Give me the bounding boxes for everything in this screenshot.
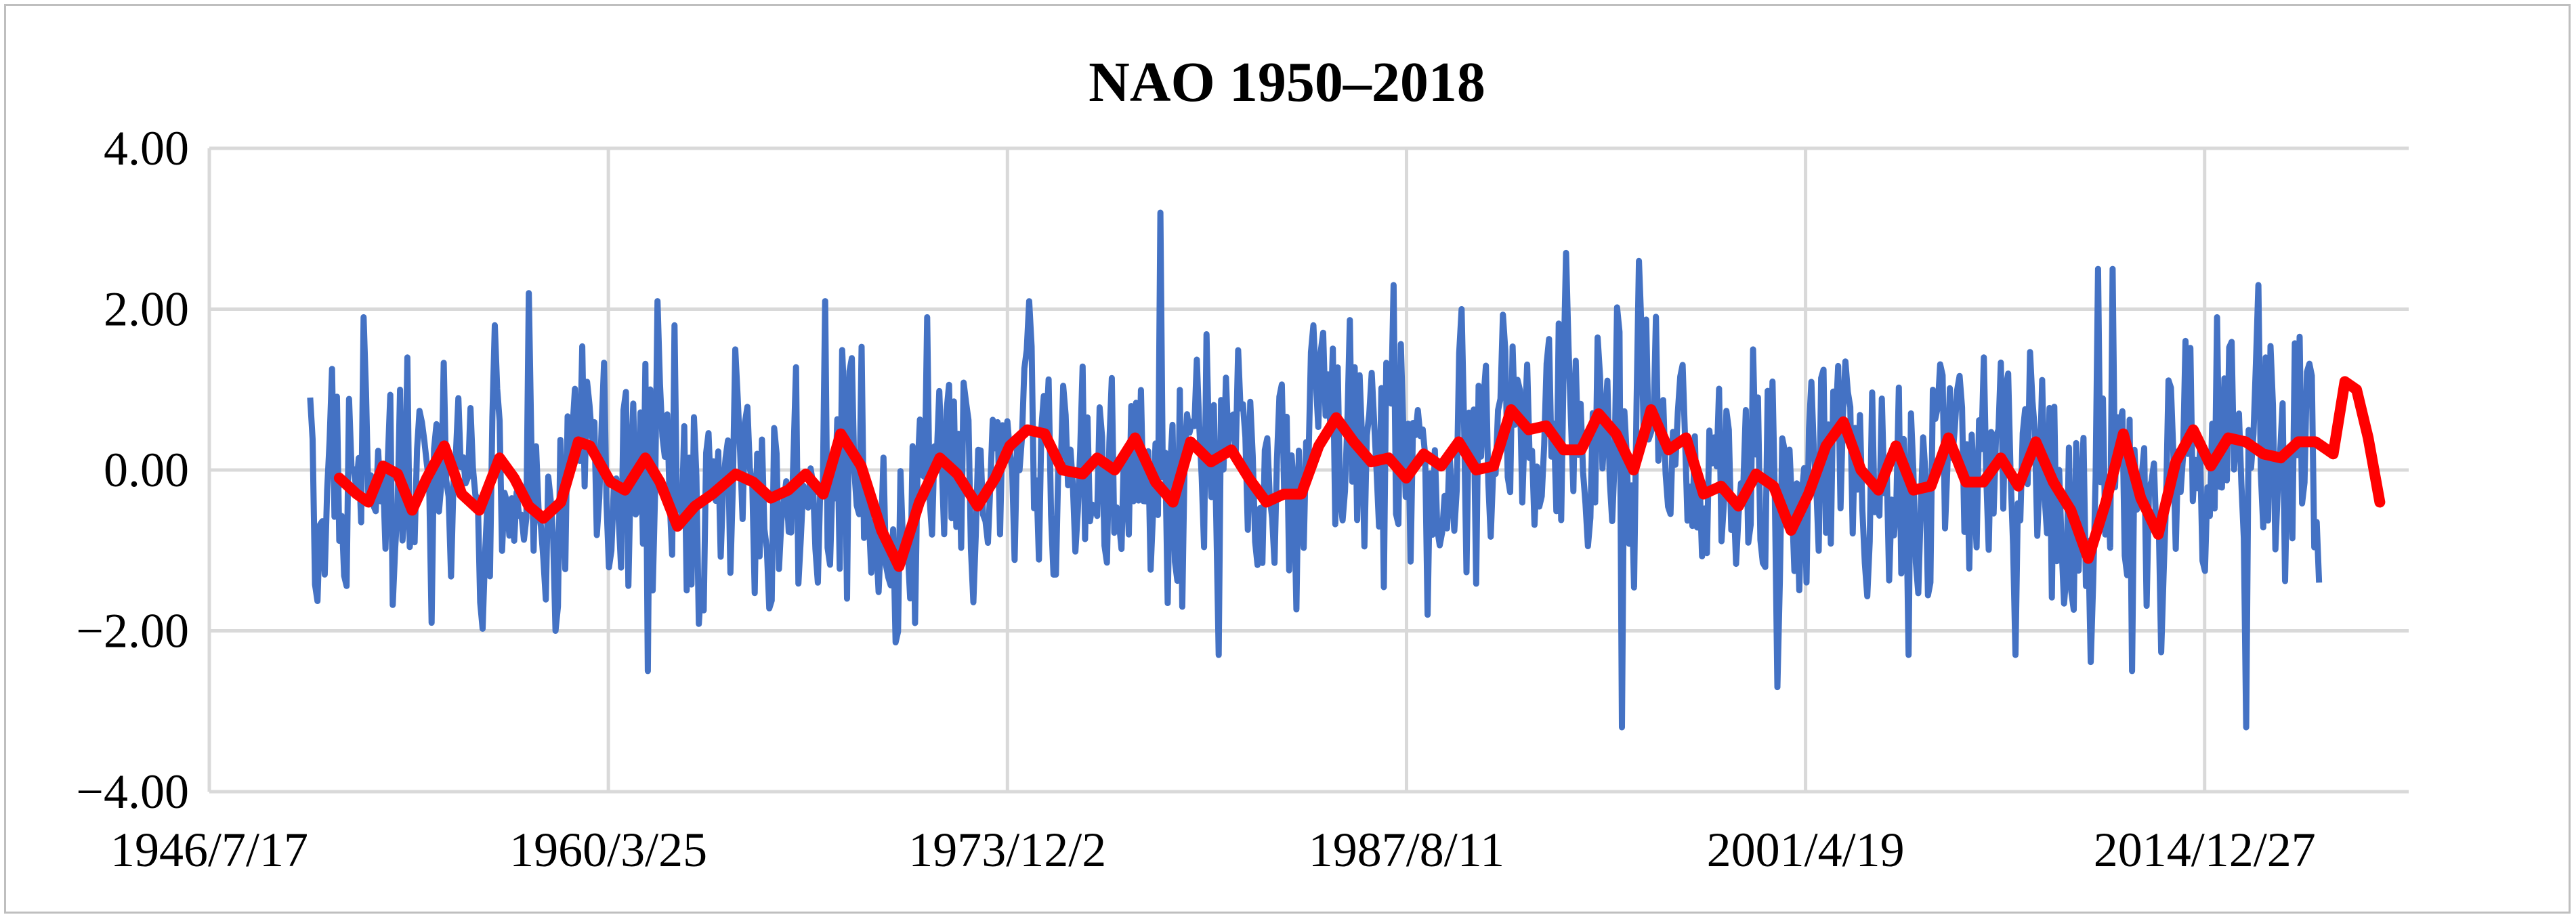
x-tick-label: 1973/12/2 bbox=[908, 823, 1106, 877]
grid-layer bbox=[207, 146, 2409, 794]
x-tick-label: 1946/7/17 bbox=[110, 823, 308, 877]
y-tick-label: 4.00 bbox=[104, 121, 189, 175]
series-layer bbox=[307, 209, 2386, 731]
x-tick-label: 2001/4/19 bbox=[1707, 823, 1905, 877]
series-line-nao-monthly bbox=[307, 209, 2323, 731]
x-tick-label: 2014/12/27 bbox=[2094, 823, 2316, 877]
y-tick-label: 0.00 bbox=[104, 443, 189, 497]
nao-line-chart: NAO 1950–2018 4.00 2.00 0.00 −2.00 −4.001946… bbox=[76, 51, 2409, 877]
y-tick-label: −2.00 bbox=[76, 604, 189, 658]
chart-title: NAO 1950–2018 bbox=[1089, 51, 1485, 114]
series-line-moving-average bbox=[333, 376, 2386, 572]
x-tick-label: 1960/3/25 bbox=[509, 823, 707, 877]
chart-frame: NAO 1950–2018 4.00 2.00 0.00 −2.00 −4.00 1946… bbox=[4, 4, 2571, 914]
x-tick-label: 1987/8/11 bbox=[1309, 823, 1504, 877]
y-tick-label: −4.00 bbox=[76, 765, 189, 819]
y-tick-label: 2.00 bbox=[104, 282, 189, 337]
